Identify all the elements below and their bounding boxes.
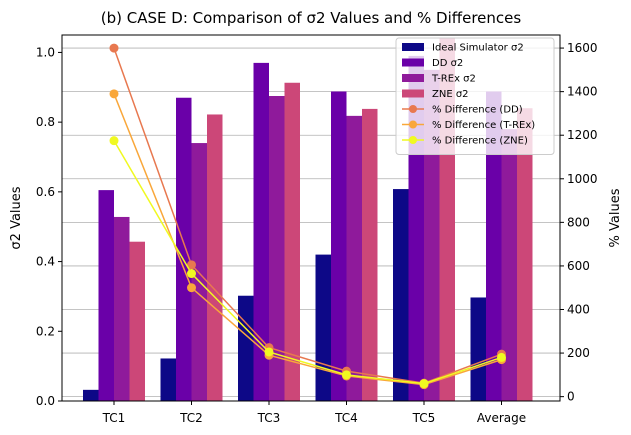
- bar: [238, 295, 254, 401]
- y2-tick-label: 200: [567, 346, 590, 360]
- bar: [114, 216, 130, 401]
- bar: [393, 189, 409, 401]
- bar: [346, 115, 362, 402]
- legend-marker: [409, 105, 417, 113]
- y2-tick-label: 1400: [567, 85, 598, 99]
- data-point: [109, 43, 119, 53]
- bar: [176, 97, 192, 401]
- legend-label: Ideal Simulator σ2: [432, 43, 524, 54]
- bar: [486, 91, 502, 402]
- legend-label: % Difference (DD): [432, 105, 523, 116]
- bar: [160, 358, 176, 401]
- y2-tick-label: 1200: [567, 128, 598, 142]
- y-axis-right: 0 200 400 600 800 1000 1200 1400 1600: [560, 41, 598, 404]
- y-axis-left: 0.0 0.2 0.4 0.6 0.8 1.0: [36, 45, 62, 408]
- legend: Ideal Simulator σ2 DD σ2 T-REx σ2 ZNE σ2 % D…: [395, 37, 555, 155]
- legend-swatch: [402, 74, 424, 82]
- bar: [501, 129, 517, 401]
- legend-marker: [409, 136, 417, 144]
- legend-swatch: [402, 89, 424, 98]
- y-tick-label: 0.8: [36, 115, 55, 129]
- y2-tick-label: 1600: [567, 41, 598, 55]
- legend-label: % Difference (ZNE): [432, 136, 528, 147]
- plot-frame: [61, 34, 561, 402]
- data-point: [187, 260, 196, 270]
- bar: [331, 91, 347, 402]
- y-tick-label: 0.0: [36, 394, 55, 408]
- data-point: [109, 89, 119, 99]
- y-tick-label: 0.4: [36, 255, 55, 269]
- y2-tick-label: 400: [567, 303, 590, 317]
- legend-label: DD σ2: [432, 58, 463, 69]
- x-tick-label: TC3: [257, 411, 281, 425]
- y-axis-label: σ2 Values: [9, 186, 24, 249]
- legend-swatch: [402, 58, 424, 67]
- bar: [253, 62, 269, 402]
- y2-axis-label: % Values: [608, 188, 623, 247]
- line-series: [109, 43, 506, 390]
- legend-swatch: [402, 43, 424, 51]
- data-point: [187, 269, 196, 279]
- legend-label: ZNE σ2: [432, 89, 469, 100]
- bar: [362, 108, 378, 401]
- bar: [470, 297, 486, 401]
- y-tick-label: 0.6: [36, 185, 55, 199]
- x-axis: TC1 TC2 TC3 TC4 TC5 Average: [102, 401, 526, 425]
- x-tick-label: TC2: [179, 411, 203, 425]
- y2-tick-label: 800: [567, 215, 590, 229]
- bar: [517, 108, 533, 401]
- legend-label: % Difference (T-REx): [432, 120, 535, 131]
- y-tick-label: 0.2: [36, 324, 55, 338]
- data-point: [497, 352, 506, 362]
- bar: [269, 96, 285, 401]
- legend-label: T-REx σ2: [431, 74, 476, 85]
- data-point: [264, 347, 274, 357]
- x-tick-label: TC4: [334, 411, 358, 425]
- x-tick-label: TC1: [102, 411, 126, 425]
- bar: [284, 82, 300, 402]
- bar: [83, 389, 99, 401]
- bar: [98, 190, 114, 401]
- series-line: [113, 140, 502, 385]
- bar: [129, 241, 145, 401]
- x-tick-label: TC5: [412, 411, 436, 425]
- series-line: [113, 47, 502, 384]
- data-point: [109, 136, 119, 146]
- data-point: [187, 283, 196, 293]
- legend-box: [395, 37, 555, 155]
- data-point: [419, 379, 429, 389]
- y2-tick-label: 1000: [567, 172, 598, 186]
- y2-tick-label: 0: [567, 390, 575, 404]
- series-line: [113, 93, 502, 386]
- bar: [207, 114, 223, 401]
- y-tick-label: 1.0: [36, 45, 55, 59]
- chart-title: (b) CASE D: Comparison of σ2 Values and …: [101, 9, 522, 27]
- bar: [315, 254, 331, 401]
- x-tick-label: Average: [477, 411, 526, 425]
- data-point: [342, 370, 351, 380]
- legend-marker: [409, 120, 417, 129]
- y2-tick-label: 600: [567, 259, 590, 273]
